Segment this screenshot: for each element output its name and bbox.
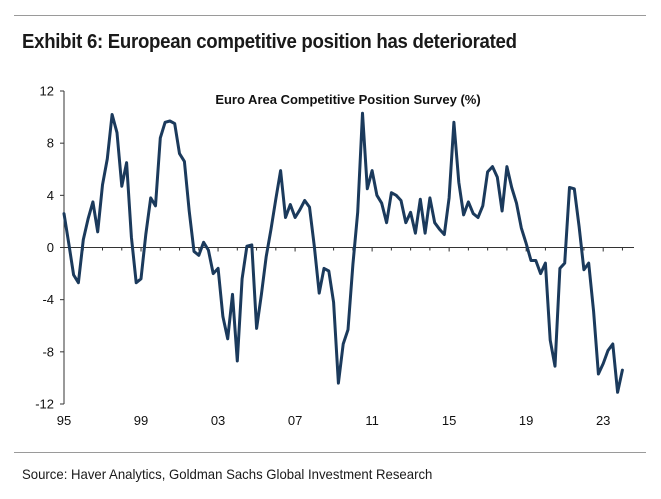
y-tick-label: 12	[40, 84, 54, 99]
y-tick-label: -8	[42, 344, 54, 359]
series-line	[62, 111, 624, 394]
series-layer	[62, 111, 624, 394]
y-tick-label: 8	[47, 136, 54, 151]
x-tick-label: 07	[288, 413, 302, 428]
y-tick-label: -4	[42, 292, 54, 307]
exhibit-title: Exhibit 6: European competitive position…	[22, 31, 517, 53]
x-tick-label: 23	[596, 413, 610, 428]
y-tick-label: 0	[47, 240, 54, 255]
x-tick-label: 11	[365, 413, 379, 428]
x-tick-label: 15	[442, 413, 456, 428]
y-tick-label: -12	[35, 397, 54, 412]
x-tick-label: 03	[211, 413, 225, 428]
bottom-rule	[14, 452, 646, 453]
y-tick-label: 4	[47, 188, 54, 203]
x-tick-label: 95	[57, 413, 71, 428]
source-note: Source: Haver Analytics, Goldman Sachs G…	[22, 466, 433, 482]
x-tick-label: 19	[519, 413, 533, 428]
top-rule	[14, 15, 646, 16]
chart-title: Euro Area Competitive Position Survey (%…	[215, 92, 480, 107]
x-tick-label: 99	[134, 413, 148, 428]
